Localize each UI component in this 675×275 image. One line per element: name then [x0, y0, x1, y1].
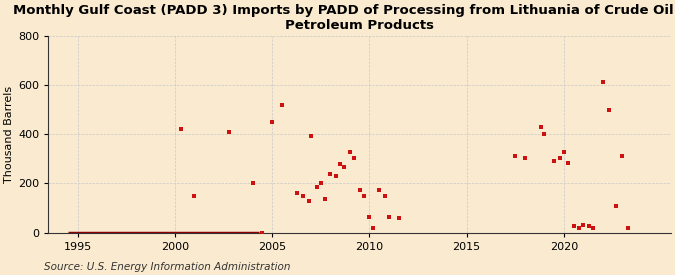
- Point: [224, 130, 235, 134]
- Point: [311, 185, 322, 189]
- Point: [374, 187, 385, 192]
- Point: [578, 223, 589, 227]
- Point: [379, 194, 390, 198]
- Point: [603, 108, 614, 112]
- Text: Source: U.S. Energy Information Administration: Source: U.S. Energy Information Administ…: [44, 262, 290, 272]
- Point: [393, 216, 404, 220]
- Point: [176, 127, 186, 132]
- Point: [331, 174, 342, 178]
- Y-axis label: Thousand Barrels: Thousand Barrels: [4, 86, 14, 183]
- Point: [383, 214, 394, 219]
- Point: [574, 226, 585, 230]
- Title: Monthly Gulf Coast (PADD 3) Imports by PADD of Processing from Lithuania of Crud: Monthly Gulf Coast (PADD 3) Imports by P…: [13, 4, 675, 32]
- Point: [189, 194, 200, 198]
- Point: [325, 171, 336, 176]
- Point: [539, 132, 550, 136]
- Point: [277, 103, 288, 107]
- Point: [535, 125, 546, 129]
- Point: [344, 149, 355, 154]
- Point: [358, 194, 369, 198]
- Point: [315, 181, 326, 186]
- Point: [611, 203, 622, 208]
- Point: [520, 155, 531, 160]
- Point: [588, 226, 599, 230]
- Point: [348, 155, 359, 160]
- Point: [510, 154, 520, 159]
- Point: [617, 154, 628, 159]
- Point: [319, 197, 330, 202]
- Point: [267, 120, 277, 124]
- Point: [622, 226, 633, 230]
- Point: [368, 226, 379, 230]
- Point: [335, 162, 346, 166]
- Point: [306, 133, 317, 138]
- Point: [555, 155, 566, 160]
- Point: [568, 224, 579, 229]
- Point: [354, 187, 365, 192]
- Point: [584, 224, 595, 229]
- Point: [549, 159, 560, 164]
- Point: [597, 79, 608, 84]
- Point: [298, 194, 308, 198]
- Point: [292, 191, 303, 196]
- Point: [247, 181, 258, 186]
- Point: [364, 214, 375, 219]
- Point: [558, 149, 569, 154]
- Point: [339, 165, 350, 170]
- Point: [304, 199, 315, 203]
- Point: [257, 230, 268, 235]
- Point: [562, 160, 573, 165]
